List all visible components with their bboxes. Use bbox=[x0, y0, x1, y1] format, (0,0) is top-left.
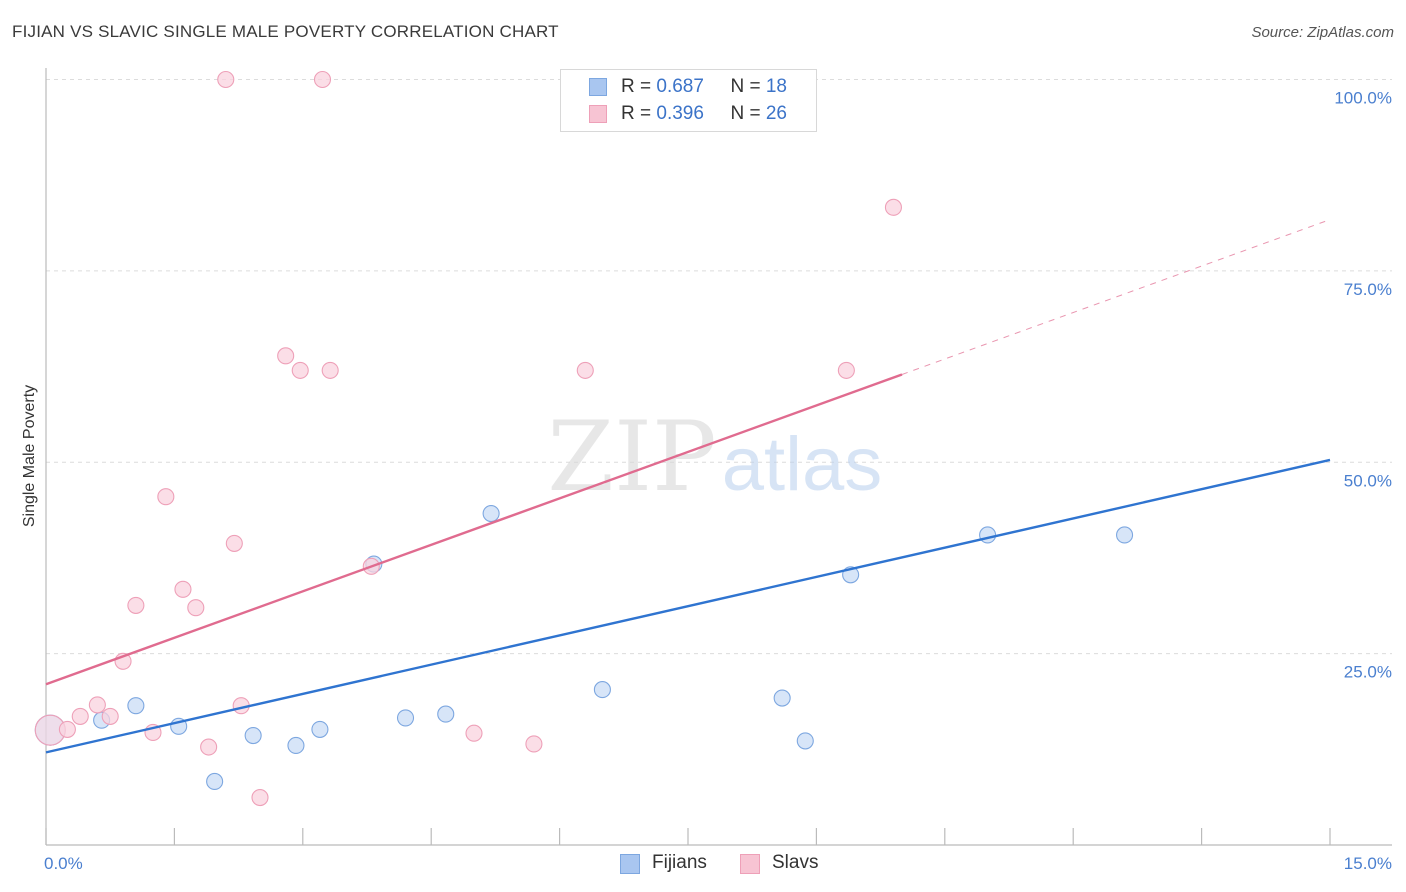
slav-point bbox=[291, 361, 309, 379]
bottom-legend-swatch-fijians bbox=[620, 854, 640, 874]
bottom-legend-swatch-slavs bbox=[740, 854, 760, 874]
slav-point bbox=[465, 724, 483, 742]
fijian-point bbox=[593, 681, 611, 699]
slav-point bbox=[187, 599, 205, 617]
legend-n-label: N = bbox=[730, 103, 766, 124]
legend-swatch-fijians bbox=[589, 78, 607, 96]
fijian-point bbox=[796, 732, 814, 750]
slav-point bbox=[58, 720, 76, 738]
slav-point bbox=[217, 70, 235, 89]
fijian-point bbox=[244, 726, 262, 745]
fijian-point bbox=[482, 504, 500, 523]
fijian-point bbox=[437, 705, 455, 723]
slav-point bbox=[884, 198, 902, 216]
y-tick-label: 50.0% bbox=[1344, 471, 1392, 490]
correlation-legend: R = 0.687 N = 18 R = 0.396 N = 26 bbox=[560, 69, 817, 132]
fijian-point bbox=[127, 697, 145, 715]
fijian-point bbox=[287, 736, 305, 755]
x-tick-label: 0.0% bbox=[44, 854, 83, 873]
slav-trend-extension bbox=[901, 219, 1331, 375]
fijian-point bbox=[773, 689, 791, 707]
slav-point bbox=[313, 70, 332, 89]
data-points bbox=[34, 70, 1134, 807]
fijian-trend-line bbox=[45, 458, 1331, 754]
slav-point bbox=[251, 788, 269, 807]
slav-point bbox=[837, 361, 855, 379]
slav-trend-line bbox=[45, 373, 903, 686]
slav-point bbox=[576, 361, 594, 379]
bottom-legend-label: Fijians bbox=[652, 852, 707, 873]
legend-r-value: 0.687 bbox=[656, 76, 704, 97]
legend-n-label: N = bbox=[730, 76, 766, 97]
fijian-point bbox=[396, 709, 415, 727]
fijian-point bbox=[979, 526, 997, 544]
legend-swatch-slavs bbox=[589, 105, 607, 123]
chart-title: FIJIAN VS SLAVIC SINGLE MALE POVERTY COR… bbox=[12, 22, 559, 41]
slav-point bbox=[174, 580, 192, 598]
slav-point bbox=[127, 596, 145, 614]
slav-point bbox=[101, 707, 119, 725]
x-tick-label: 15.0% bbox=[1344, 854, 1392, 873]
slav-point bbox=[157, 488, 175, 506]
slav-point bbox=[200, 738, 218, 756]
watermark-zip: ZIP bbox=[547, 401, 716, 513]
slav-point bbox=[321, 361, 339, 379]
slav-point bbox=[88, 696, 106, 714]
fijian-point bbox=[206, 772, 224, 791]
gridlines bbox=[46, 79, 1392, 655]
axes bbox=[45, 68, 1392, 846]
legend-r-label: R = bbox=[621, 103, 657, 124]
slav-point bbox=[277, 347, 295, 365]
trend-lines bbox=[45, 219, 1331, 754]
slav-point bbox=[525, 735, 543, 753]
y-tick-label: 75.0% bbox=[1344, 280, 1392, 299]
y-tick-label: 25.0% bbox=[1344, 663, 1392, 682]
fijian-point bbox=[311, 720, 329, 738]
legend-n-value: 18 bbox=[765, 76, 787, 97]
watermark-atlas: atlas bbox=[722, 422, 883, 507]
tick-labels: 25.0% 50.0% 75.0% 100.0% 0.0% 15.0% bbox=[44, 89, 1392, 874]
slav-point bbox=[225, 534, 243, 552]
legend-r-label: R = bbox=[621, 76, 657, 97]
legend-r-value: 0.396 bbox=[656, 103, 704, 124]
fijian-point bbox=[1116, 526, 1134, 544]
y-tick-label: 100.0% bbox=[1334, 89, 1392, 108]
slav-point bbox=[71, 707, 89, 725]
source-label: Source: ZipAtlas.com bbox=[1251, 24, 1394, 41]
legend-n-value: 26 bbox=[765, 103, 787, 124]
bottom-legend-label: Slavs bbox=[772, 852, 819, 873]
